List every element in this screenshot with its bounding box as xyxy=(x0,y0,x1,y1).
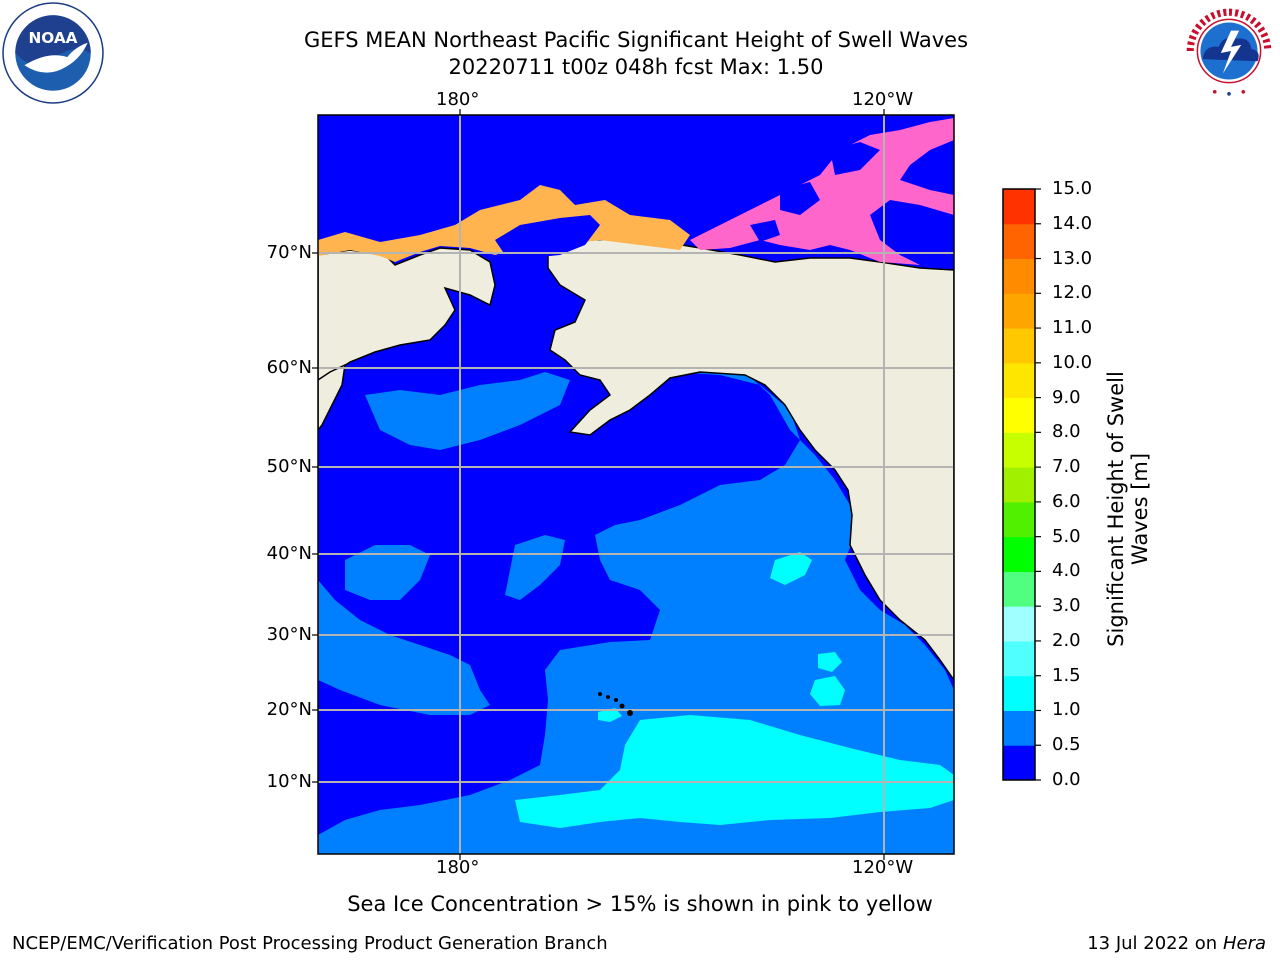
colorbar-tick-label: 11.0 xyxy=(1052,317,1093,339)
colorbar-segment xyxy=(1003,536,1035,572)
colorbar-segment xyxy=(1003,328,1035,364)
swell-region-low-pocket xyxy=(318,752,480,795)
swell-region-high-small xyxy=(598,708,622,722)
colorbar-tick-label: 0.5 xyxy=(1052,734,1081,756)
footer-credit: NCEP/EMC/Verification Post Processing Pr… xyxy=(12,933,608,954)
sea-ice-note: Sea Ice Concentration > 15% is shown in … xyxy=(347,892,933,916)
colorbar-segment xyxy=(1003,710,1035,746)
lat-label-10n: 10°N xyxy=(266,771,312,792)
noaa-logo-text: NOAA xyxy=(28,29,77,47)
colorbar-frame xyxy=(1002,188,1036,781)
map-frame xyxy=(317,114,955,855)
sea-ice-blue-pocket xyxy=(750,220,780,242)
colorbar xyxy=(1002,188,1041,781)
colorbar-segment xyxy=(1003,223,1035,260)
land-siberia xyxy=(318,247,496,381)
swell-region-mid-gulf xyxy=(365,372,570,450)
colorbar-tick-label: 15.0 xyxy=(1052,178,1093,199)
map-tick-marks xyxy=(312,109,885,860)
noaa-logo-icon: NOAA xyxy=(2,2,104,104)
chart-subtitle: 20220711 t00z 048h fcst Max: 1.50 xyxy=(448,55,824,79)
swell-region-mid-ne xyxy=(770,485,845,520)
lat-label-30n: 30°N xyxy=(266,624,312,645)
chart-title: GEFS MEAN Northeast Pacific Significant … xyxy=(303,28,969,52)
colorbar-tick-label: 13.0 xyxy=(1052,247,1093,269)
colorbar-tick-label: 1.0 xyxy=(1052,699,1081,721)
colorbar-segment xyxy=(1003,258,1035,294)
swell-region-mid-center xyxy=(505,535,565,600)
lat-label-70n: 70°N xyxy=(266,242,312,263)
map-gridlines xyxy=(318,115,954,854)
lat-label-20n: 20°N xyxy=(266,699,312,720)
colorbar-tick-label: 1.5 xyxy=(1052,664,1081,686)
swell-region-mid-west xyxy=(318,580,490,715)
footer-date: 13 Jul 2022 on Hera xyxy=(1087,933,1266,955)
colorbar-tick-label: 2.0 xyxy=(1052,629,1081,651)
lon-label-bottom-120w: 120°W xyxy=(852,857,914,878)
swell-region-high-hawaii-e xyxy=(810,676,845,706)
swell-region-high-small xyxy=(818,652,842,672)
lat-label-60n: 60°N xyxy=(266,357,312,378)
lat-label-40n: 40°N xyxy=(266,543,312,564)
sea-ice-band xyxy=(318,185,690,262)
colorbar-segment xyxy=(1003,606,1035,642)
footer-date-text: 13 Jul 2022 on xyxy=(1087,933,1223,954)
colorbar-segment xyxy=(1003,432,1035,468)
hawaii-islands xyxy=(598,692,633,716)
colorbar-segment xyxy=(1003,501,1035,538)
colorbar-tick-label: 9.0 xyxy=(1052,386,1081,408)
colorbar-label: Significant Height of Swell Waves [m] xyxy=(1104,371,1152,647)
colorbar-tick-label: 3.0 xyxy=(1052,595,1081,617)
colorbar-tick-label: 14.0 xyxy=(1052,212,1093,234)
colorbar-tick-label: 7.0 xyxy=(1052,456,1081,478)
colorbar-tick-label: 12.0 xyxy=(1052,282,1093,304)
lon-label-bottom-180: 180° xyxy=(436,857,480,878)
colorbar-segment xyxy=(1003,745,1035,781)
colorbar-segment xyxy=(1003,189,1035,225)
colorbar-segment xyxy=(1003,640,1035,677)
sea-ice-blue-pocket xyxy=(830,142,880,175)
lon-label-top-180: 180° xyxy=(436,89,480,110)
sea-ice-blue-pocket xyxy=(495,215,600,258)
footer-host: Hera xyxy=(1222,933,1266,954)
lon-label-top-120w: 120°W xyxy=(852,89,914,110)
colorbar-tick-label: 10.0 xyxy=(1052,351,1093,373)
colorbar-segment xyxy=(1003,293,1035,329)
land-north-america xyxy=(547,237,954,682)
colorbar-tick-label: 8.0 xyxy=(1052,421,1081,443)
sea-ice-blue-pocket xyxy=(780,182,820,215)
colorbar-tick-label: 0.0 xyxy=(1052,769,1081,790)
swell-region-mid-north xyxy=(345,545,430,600)
swell-region-high-ne xyxy=(770,552,812,585)
colorbar-tick-label: 5.0 xyxy=(1052,525,1081,547)
colorbar-segment xyxy=(1003,362,1035,399)
colorbar-segment xyxy=(1003,467,1035,503)
colorbar-segment xyxy=(1003,571,1035,607)
swell-region-high-south xyxy=(515,715,954,828)
colorbar-segment xyxy=(1003,397,1035,433)
colorbar-tick-label: 4.0 xyxy=(1052,560,1081,582)
map-plot-area xyxy=(318,115,954,854)
nws-logo-icon xyxy=(1179,1,1279,101)
colorbar-segment xyxy=(1003,675,1035,711)
lat-label-50n: 50°N xyxy=(266,456,312,477)
colorbar-tick-label: 6.0 xyxy=(1052,490,1081,512)
